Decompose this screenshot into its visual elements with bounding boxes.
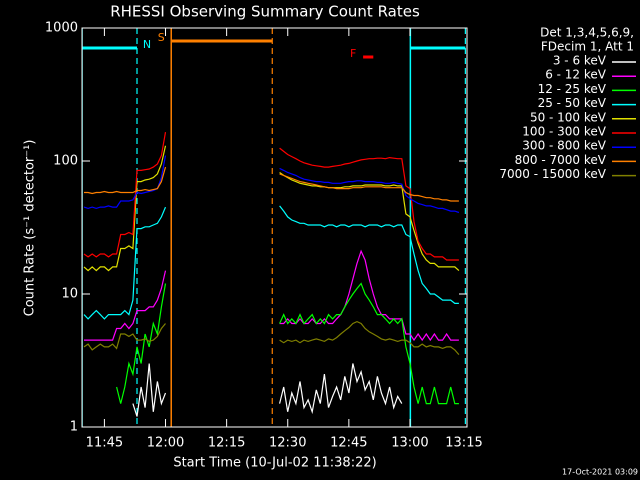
series-line	[83, 205, 459, 320]
flag-label: N	[143, 38, 151, 51]
y-tick-label: 1000	[45, 21, 78, 36]
footer: 17-Oct-2021 03:09	[562, 468, 638, 477]
series-line	[83, 131, 459, 261]
flag-label: S	[158, 31, 165, 44]
series-line	[132, 363, 403, 417]
chart-title: RHESSI Observing Summary Count Rates	[110, 3, 420, 21]
legend-label: 300 - 800 keV	[522, 139, 606, 153]
plot-area	[82, 28, 466, 427]
legend-label: 12 - 25 keV	[538, 82, 607, 96]
series-line	[116, 282, 459, 405]
x-tick-label: 12:15	[208, 436, 245, 451]
legend-header: FDecim 1, Att 1	[541, 40, 634, 54]
series-line	[84, 166, 459, 202]
y-tick-label: 1	[70, 420, 78, 435]
y-tick-label: 100	[53, 154, 78, 169]
series-line	[84, 249, 459, 342]
flag-label: F	[350, 47, 356, 60]
x-tick-label: 13:15	[445, 436, 482, 451]
x-axis-label: Start Time (10-Jul-02 11:38:22)	[173, 456, 376, 471]
legend-label: 6 - 12 keV	[545, 68, 607, 82]
x-tick-label: 12:30	[269, 436, 306, 451]
legend-label: 3 - 6 keV	[553, 54, 607, 68]
series-line	[83, 320, 460, 355]
series-line	[83, 145, 460, 272]
legend-label: 7000 - 15000 keV	[499, 167, 606, 181]
x-tick-label: 13:00	[391, 436, 428, 451]
legend-header: Det 1,3,4,5,6,9,	[540, 26, 634, 40]
legend-label: 50 - 100 keV	[530, 110, 607, 124]
legend-label: 25 - 50 keV	[538, 96, 607, 110]
y-tick-label: 10	[61, 287, 78, 302]
y-axis-label: Count Rate (s⁻¹ detector⁻¹)	[23, 140, 38, 317]
series-line	[83, 155, 460, 214]
x-tick-label: 12:00	[147, 436, 184, 451]
x-tick-label: 12:45	[330, 436, 367, 451]
x-tick-label: 11:45	[86, 436, 123, 451]
legend-label: 100 - 300 keV	[522, 125, 606, 139]
axes-frame	[81, 27, 468, 428]
legend-label: 800 - 7000 keV	[515, 153, 607, 167]
